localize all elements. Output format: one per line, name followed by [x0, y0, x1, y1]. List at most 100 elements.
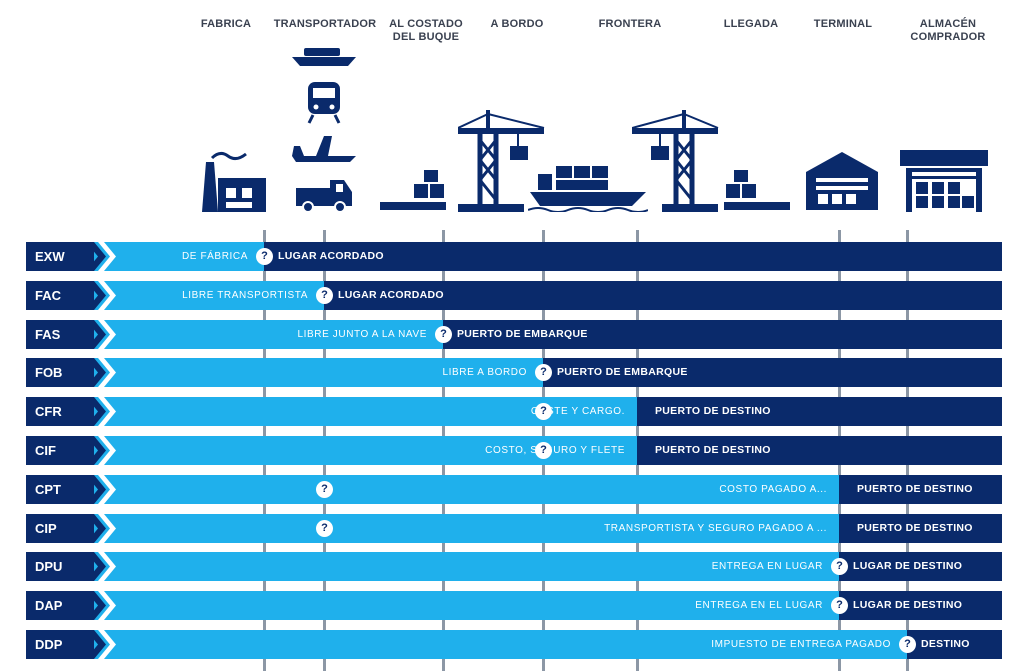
- seller-term-label: LIBRE A BORDO: [442, 367, 527, 378]
- question-mark-icon[interactable]: ?: [256, 248, 273, 265]
- ship-icon: [292, 48, 356, 66]
- incoterm-row-fac: FAC LIBRE TRANSPORTISTA LUGAR ACORDADO?: [26, 281, 1002, 310]
- incoterm-code: FAS: [26, 320, 94, 349]
- buyer-responsibility-bar: [324, 281, 1002, 310]
- incoterm-code: DDP: [26, 630, 94, 659]
- truck-icon: [296, 180, 352, 213]
- incoterm-row-cif: CIF COSTO, SEGURO Y FLETE PUERTO DE DESTIN…: [26, 436, 1002, 465]
- incoterm-row-cpt: CPT COSTO PAGADO A... PUERTO DE DESTINO?: [26, 475, 1002, 504]
- chevron-right-icon: [86, 475, 116, 504]
- incoterm-row-fob: FOB LIBRE A BORDO PUERTO DE EMBARQUE?: [26, 358, 1002, 387]
- incoterm-code: CIP: [26, 514, 94, 543]
- seller-term-label: COSTO PAGADO A...: [719, 484, 827, 495]
- port-crane-icon: [458, 110, 545, 212]
- chevron-right-icon: [86, 630, 116, 659]
- chevron-right-icon: [86, 320, 116, 349]
- terminal-warehouse-icon: [806, 152, 878, 210]
- question-mark-icon[interactable]: ?: [435, 326, 452, 343]
- buyer-term-label: PUERTO DE DESTINO: [655, 405, 771, 417]
- cargo-ship-icon: [528, 166, 648, 212]
- chevron-right-icon: [86, 397, 116, 426]
- column-header: LLEGADA: [723, 18, 779, 30]
- buyer-term-label: PUERTO DE DESTINO: [655, 444, 771, 456]
- buyer-term-label: DESTINO: [921, 638, 970, 650]
- question-mark-icon[interactable]: ?: [535, 364, 552, 381]
- seller-responsibility-bar: [94, 591, 839, 620]
- seller-term-label: COSTO, SEGURO Y FLETE: [485, 445, 625, 456]
- question-mark-icon[interactable]: ?: [316, 520, 333, 537]
- seller-term-label: LIBRE JUNTO A LA NAVE: [297, 329, 427, 340]
- incoterm-row-exw: EXW DE FÁBRICA LUGAR ACORDADO?: [26, 242, 1002, 271]
- incoterm-code: EXW: [26, 242, 94, 271]
- column-header: FRONTERA: [598, 18, 662, 30]
- question-mark-icon[interactable]: ?: [535, 442, 552, 459]
- seller-term-label: TRANSPORTISTA Y SEGURO PAGADO A ...: [604, 523, 827, 534]
- buyer-responsibility-bar: [839, 552, 1002, 581]
- buyer-term-label: PUERTO DE EMBARQUE: [557, 366, 688, 378]
- chevron-right-icon: [86, 436, 116, 465]
- buyer-responsibility-bar: [907, 630, 1002, 659]
- seller-term-label: DE FÁBRICA: [181, 251, 248, 262]
- seller-responsibility-bar: [94, 552, 839, 581]
- question-mark-icon[interactable]: ?: [831, 597, 848, 614]
- incoterm-code: DAP: [26, 591, 94, 620]
- buyer-term-label: PUERTO DE DESTINO: [857, 483, 973, 495]
- buyer-responsibility-bar: [543, 358, 1002, 387]
- buyer-term-label: PUERTO DE DESTINO: [857, 522, 973, 534]
- airplane-icon: [292, 136, 356, 162]
- seller-responsibility-bar: [94, 475, 839, 504]
- seller-responsibility-bar: [94, 630, 907, 659]
- seller-responsibility-bar: [94, 242, 264, 271]
- incoterm-row-ddp: DDP IMPUESTO DE ENTREGA PAGADO DESTINO?: [26, 630, 1002, 659]
- question-mark-icon[interactable]: ?: [535, 403, 552, 420]
- buyer-term-label: LUGAR ACORDADO: [338, 289, 444, 301]
- chevron-right-icon: [86, 358, 116, 387]
- train-icon: [307, 82, 341, 124]
- seller-term-label: LIBRE TRANSPORTISTA: [182, 290, 308, 301]
- seller-responsibility-bar: [94, 358, 543, 387]
- chevron-right-icon: [86, 242, 116, 271]
- incoterm-row-dap: DAP ENTREGA EN EL LUGAR LUGAR DE DESTINO?: [26, 591, 1002, 620]
- incoterm-code: DPU: [26, 552, 94, 581]
- incoterm-code: CPT: [26, 475, 94, 504]
- column-header: A BORDO: [490, 18, 544, 30]
- incoterm-code: CIF: [26, 436, 94, 465]
- column-header: AL COSTADO DEL BUQUE: [389, 18, 463, 43]
- buyer-term-label: PUERTO DE EMBARQUE: [457, 328, 588, 340]
- chevron-right-icon: [86, 281, 116, 310]
- seller-term-label: ENTREGA EN LUGAR: [711, 561, 823, 572]
- seller-term-label: ENTREGA EN EL LUGAR: [695, 600, 823, 611]
- incoterm-code: FAC: [26, 281, 94, 310]
- buyer-term-label: LUGAR DE DESTINO: [853, 560, 963, 572]
- buyer-term-label: LUGAR DE DESTINO: [853, 599, 963, 611]
- question-mark-icon[interactable]: ?: [316, 481, 333, 498]
- buyer-warehouse-icon: [900, 150, 988, 212]
- column-header: ALMACÉN COMPRADOR: [910, 18, 986, 43]
- buyer-responsibility-bar: [839, 591, 1002, 620]
- pallet-icon: [380, 170, 446, 210]
- chevron-right-icon: [86, 591, 116, 620]
- column-header: FABRICA: [200, 18, 252, 30]
- buyer-responsibility-bar: [264, 242, 1002, 271]
- seller-term-label: IMPUESTO DE ENTREGA PAGADO: [711, 639, 891, 650]
- incoterm-code: FOB: [26, 358, 94, 387]
- incoterm-code: CFR: [26, 397, 94, 426]
- chevron-right-icon: [86, 514, 116, 543]
- chevron-right-icon: [86, 552, 116, 581]
- incoterm-row-fas: FAS LIBRE JUNTO A LA NAVE PUERTO DE EMBARQ…: [26, 320, 1002, 349]
- buyer-responsibility-bar: [637, 436, 1002, 465]
- incoterm-row-cip: CIP TRANSPORTISTA Y SEGURO PAGADO A ... PU…: [26, 514, 1002, 543]
- port-crane-icon: [632, 110, 719, 212]
- buyer-term-label: LUGAR ACORDADO: [278, 250, 384, 262]
- pallet-icon: [724, 170, 790, 210]
- seller-responsibility-bar: [94, 320, 443, 349]
- question-mark-icon[interactable]: ?: [899, 636, 916, 653]
- buyer-responsibility-bar: [839, 475, 1002, 504]
- question-mark-icon[interactable]: ?: [831, 558, 848, 575]
- column-header: TERMINAL: [813, 18, 873, 30]
- seller-responsibility-bar: [94, 281, 324, 310]
- buyer-responsibility-bar: [839, 514, 1002, 543]
- incoterm-row-cfr: CFR COSTE Y CARGO. PUERTO DE DESTINO?: [26, 397, 1002, 426]
- question-mark-icon[interactable]: ?: [316, 287, 333, 304]
